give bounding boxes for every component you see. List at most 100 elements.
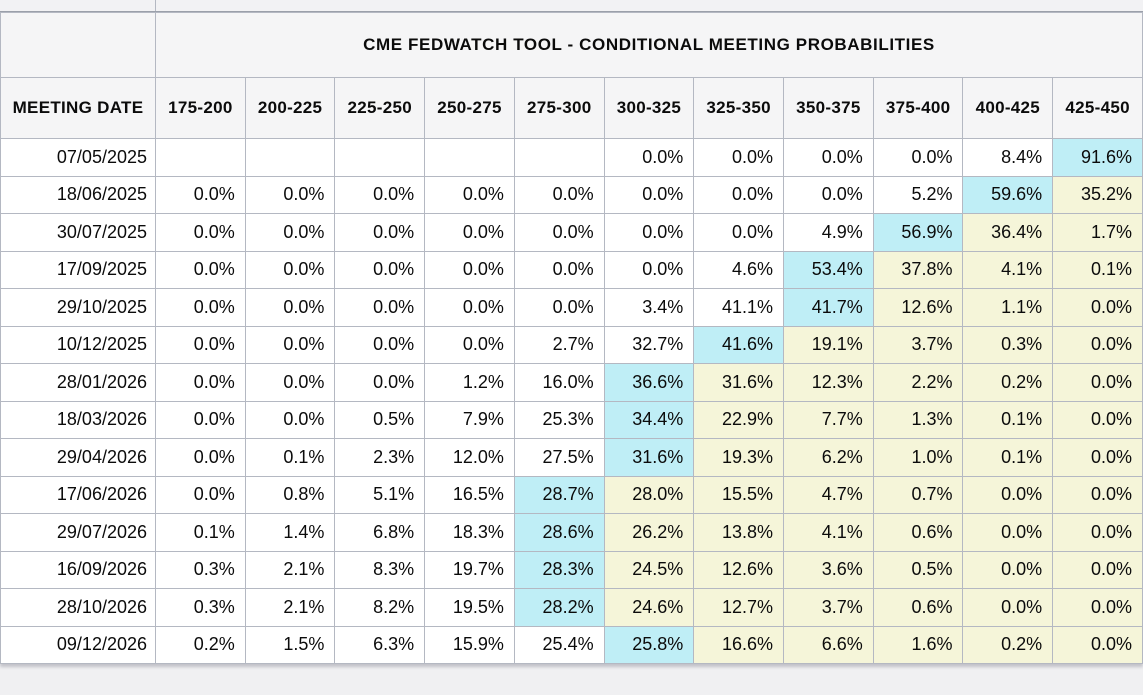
meeting-date-cell: 30/07/2025 (0, 213, 156, 252)
probability-cell (424, 138, 515, 177)
probability-cell: 12.7% (693, 588, 785, 627)
table-row: 18/03/2026 0.0% 0.0% 0.5% 7.9% 25.3% 34.4% 22.9… (0, 400, 1143, 439)
meeting-date-cell: 18/06/2025 (0, 175, 156, 214)
column-header-rate-range: 175-200 (155, 77, 246, 139)
probability-cell: 0.0% (1052, 475, 1143, 514)
probability-cell: 0.0% (1052, 363, 1143, 402)
probability-cell: 12.6% (693, 550, 785, 589)
probability-cell: 0.3% (155, 550, 246, 589)
probability-cell: 1.2% (424, 363, 515, 402)
probability-cell: 31.6% (603, 438, 695, 477)
probability-cell: 25.4% (513, 625, 605, 664)
probability-cell: 2.7% (513, 325, 605, 364)
probability-cell: 19.3% (693, 438, 785, 477)
probability-cell: 0.0% (334, 325, 426, 364)
probability-cell: 6.3% (334, 625, 426, 664)
probability-cell: 0.0% (155, 400, 246, 439)
probability-cell: 0.0% (244, 175, 336, 214)
column-header-rate-range: 300-325 (603, 77, 695, 139)
meeting-date-cell: 16/09/2026 (0, 550, 156, 589)
probability-cell: 0.1% (1052, 250, 1143, 289)
probability-cell: 0.0% (1052, 325, 1143, 364)
top-scroll-strip (0, 0, 1143, 12)
probability-cell: 0.6% (872, 513, 964, 552)
table-title: CME FEDWATCH TOOL - CONDITIONAL MEETING … (155, 12, 1143, 78)
probability-cell: 4.1% (783, 513, 874, 552)
probability-cell: 0.0% (962, 588, 1054, 627)
probability-cell (513, 138, 605, 177)
table-row: 28/10/2026 0.3% 2.1% 8.2% 19.5% 28.2% 24.6% 12.… (0, 588, 1143, 627)
probability-cell: 37.8% (872, 250, 964, 289)
probability-cell: 0.0% (1052, 588, 1143, 627)
meeting-date-cell: 29/04/2026 (0, 438, 156, 477)
probability-cell: 0.0% (962, 475, 1054, 514)
probability-cell: 24.5% (603, 550, 695, 589)
probability-cell: 13.8% (693, 513, 785, 552)
probability-cell: 6.8% (334, 513, 426, 552)
fedwatch-page: CME FEDWATCH TOOL - CONDITIONAL MEETING … (0, 0, 1143, 664)
table-row: 17/06/2026 0.0% 0.8% 5.1% 16.5% 28.7% 28.0% 15.… (0, 475, 1143, 514)
table-row: 29/07/2026 0.1% 1.4% 6.8% 18.3% 28.6% 26.2% 13.… (0, 513, 1143, 552)
strip-column-divider (155, 0, 156, 11)
probability-cell: 2.1% (244, 550, 336, 589)
table-row: 16/09/2026 0.3% 2.1% 8.3% 19.7% 28.3% 24.5% 12.… (0, 550, 1143, 589)
probability-cell: 0.1% (962, 438, 1054, 477)
probability-cell: 0.0% (513, 175, 605, 214)
probability-cell: 0.0% (783, 138, 874, 177)
probability-cell: 16.6% (693, 625, 785, 664)
probability-cell: 0.3% (962, 325, 1054, 364)
probability-cell: 28.2% (513, 588, 605, 627)
table-corner-cell (0, 12, 156, 78)
probability-cell: 0.0% (603, 138, 695, 177)
probability-cell: 24.6% (603, 588, 695, 627)
probability-cell: 2.2% (872, 363, 964, 402)
probability-cell: 0.0% (424, 250, 515, 289)
probability-cell: 0.2% (962, 363, 1054, 402)
probability-cell: 1.7% (1052, 213, 1143, 252)
probability-cell: 28.3% (513, 550, 605, 589)
probability-cell: 19.5% (424, 588, 515, 627)
probability-cell: 16.0% (513, 363, 605, 402)
probability-cell: 0.0% (155, 288, 246, 327)
probability-cell (334, 138, 426, 177)
probability-cell: 0.0% (603, 175, 695, 214)
column-header-rate-range: 225-250 (334, 77, 426, 139)
probability-cell: 3.7% (783, 588, 874, 627)
probability-cell: 0.0% (334, 363, 426, 402)
table-row: 07/05/2025 0.0% 0.0% 0.0% 0.0% 8.4% 91.6% (0, 138, 1143, 177)
probability-cell: 41.1% (693, 288, 785, 327)
column-header-rate-range: 325-350 (693, 77, 785, 139)
probability-cell: 8.2% (334, 588, 426, 627)
probability-cell: 0.0% (1052, 550, 1143, 589)
probability-cell: 0.3% (155, 588, 246, 627)
probability-cell: 0.0% (424, 213, 515, 252)
probability-cell: 36.4% (962, 213, 1054, 252)
probability-cell: 53.4% (783, 250, 874, 289)
probability-cell: 0.5% (872, 550, 964, 589)
probability-cell: 4.9% (783, 213, 874, 252)
probability-cell: 56.9% (872, 213, 964, 252)
meeting-date-cell: 17/06/2026 (0, 475, 156, 514)
meeting-date-cell: 28/01/2026 (0, 363, 156, 402)
probability-cell: 6.6% (783, 625, 874, 664)
probability-cell: 0.0% (334, 288, 426, 327)
probability-cell: 0.0% (1052, 513, 1143, 552)
probability-cell: 0.7% (872, 475, 964, 514)
probability-cell: 0.0% (603, 250, 695, 289)
probability-cell: 0.6% (872, 588, 964, 627)
probability-cell: 0.1% (155, 513, 246, 552)
probability-cell: 26.2% (603, 513, 695, 552)
table-row: 29/04/2026 0.0% 0.1% 2.3% 12.0% 27.5% 31.6% 19.… (0, 438, 1143, 477)
meeting-date-cell: 28/10/2026 (0, 588, 156, 627)
fedwatch-probabilities-table: CME FEDWATCH TOOL - CONDITIONAL MEETING … (0, 12, 1143, 664)
probability-cell: 0.0% (244, 250, 336, 289)
probability-cell: 4.7% (783, 475, 874, 514)
column-header-meeting-date: MEETING DATE (0, 77, 156, 139)
probability-cell: 7.9% (424, 400, 515, 439)
probability-cell: 0.0% (424, 175, 515, 214)
probability-cell: 0.2% (962, 625, 1054, 664)
table-title-row: CME FEDWATCH TOOL - CONDITIONAL MEETING … (0, 12, 1143, 78)
probability-cell: 19.1% (783, 325, 874, 364)
probability-cell (244, 138, 336, 177)
probability-cell: 15.5% (693, 475, 785, 514)
